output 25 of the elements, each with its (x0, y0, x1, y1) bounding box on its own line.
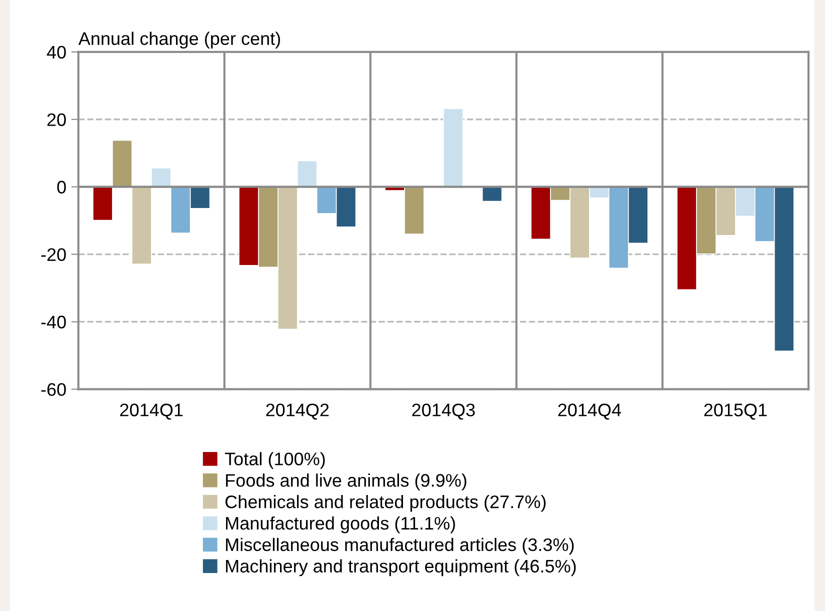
x-tick-label: 2015Q1 (704, 404, 767, 420)
bar (112, 140, 132, 188)
y-tick-label: -40 (41, 316, 66, 328)
legend-label: Chemicals and related products (27.7%) (225, 494, 546, 512)
y-tick-label: 20 (47, 113, 66, 126)
bar (443, 108, 464, 188)
legend-label: Foods and live animals (9.9%) (226, 474, 466, 490)
bar (150, 168, 172, 188)
bar (296, 160, 318, 188)
legend-label: Total (100%) (224, 452, 325, 469)
y-tick-label: -20 (41, 248, 66, 262)
x-tick-label: 2014Q1 (120, 404, 183, 420)
bar (132, 186, 152, 264)
y-tick-label: 40 (46, 46, 66, 59)
x-tick-label: 2014Q4 (558, 404, 622, 420)
legend-label: Miscellaneous manufactured articles (3.3%) (226, 538, 574, 555)
legend-label: Machinery and transport equipment (46.5%) (226, 559, 576, 576)
y-tick-label: -60 (41, 383, 66, 396)
bar (92, 186, 113, 221)
y-axis-title: Annual change (per cent) (78, 32, 280, 49)
x-tick-label: 2014Q2 (266, 404, 329, 420)
bar (482, 186, 502, 202)
legend-label: Manufactured goods (11.1%) (226, 516, 455, 534)
y-tick-label: 0 (57, 180, 66, 194)
x-tick-label: 2014Q3 (412, 404, 475, 420)
